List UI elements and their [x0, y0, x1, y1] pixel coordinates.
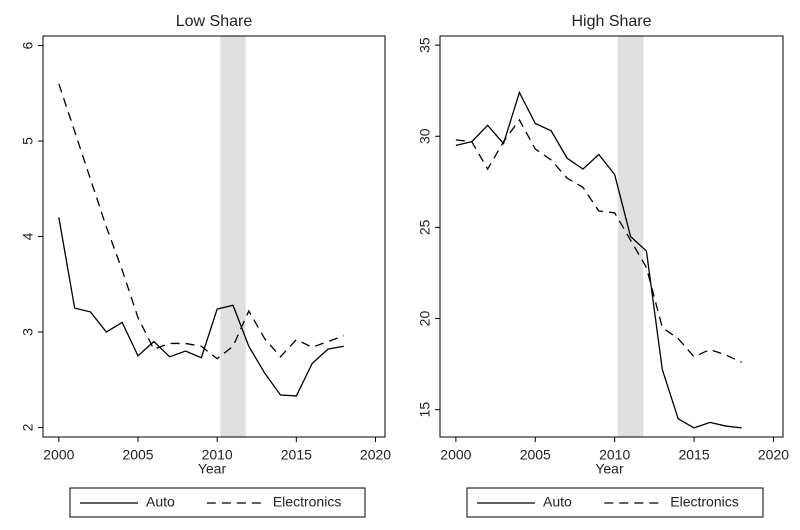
plot-frame	[42, 35, 386, 438]
x-tick-label: 2015	[678, 447, 709, 463]
x-tick-label: 2020	[758, 447, 789, 463]
series-line	[58, 83, 345, 360]
y-tick-label: 15	[417, 402, 433, 418]
x-tick-label: 2005	[122, 447, 153, 463]
chart-title: High Share	[571, 13, 651, 30]
y-tick-label: 25	[417, 219, 433, 235]
chart-title: Low Share	[176, 13, 253, 30]
x-tick-label: 2020	[360, 447, 391, 463]
y-tick-label: 6	[20, 41, 36, 49]
y-tick-label: 2	[20, 423, 36, 431]
x-tick-label: 2000	[440, 447, 471, 463]
series-line	[455, 118, 742, 363]
series-line	[58, 217, 344, 397]
x-tick-label: 2015	[281, 447, 312, 463]
legend-label: Electronics	[670, 494, 738, 510]
highlight-band	[220, 36, 246, 437]
x-tick-label: 2010	[599, 447, 630, 463]
y-tick-label: 35	[417, 37, 433, 53]
y-tick-label: 30	[417, 128, 433, 144]
x-tick-label: 2005	[520, 447, 551, 463]
x-axis-label: Year	[198, 461, 227, 477]
y-tick-label: 20	[417, 311, 433, 327]
y-tick-label: 4	[20, 232, 36, 240]
legend-label: Auto	[543, 494, 572, 510]
x-tick-label: 2010	[202, 447, 233, 463]
series-line	[455, 90, 742, 429]
plot-frame	[439, 35, 784, 438]
legend-label: Electronics	[273, 494, 341, 510]
y-tick-label: 5	[20, 137, 36, 145]
x-axis-label: Year	[595, 461, 624, 477]
legend-label: Auto	[146, 494, 175, 510]
x-tick-label: 2000	[43, 447, 74, 463]
y-tick-label: 3	[20, 328, 36, 336]
